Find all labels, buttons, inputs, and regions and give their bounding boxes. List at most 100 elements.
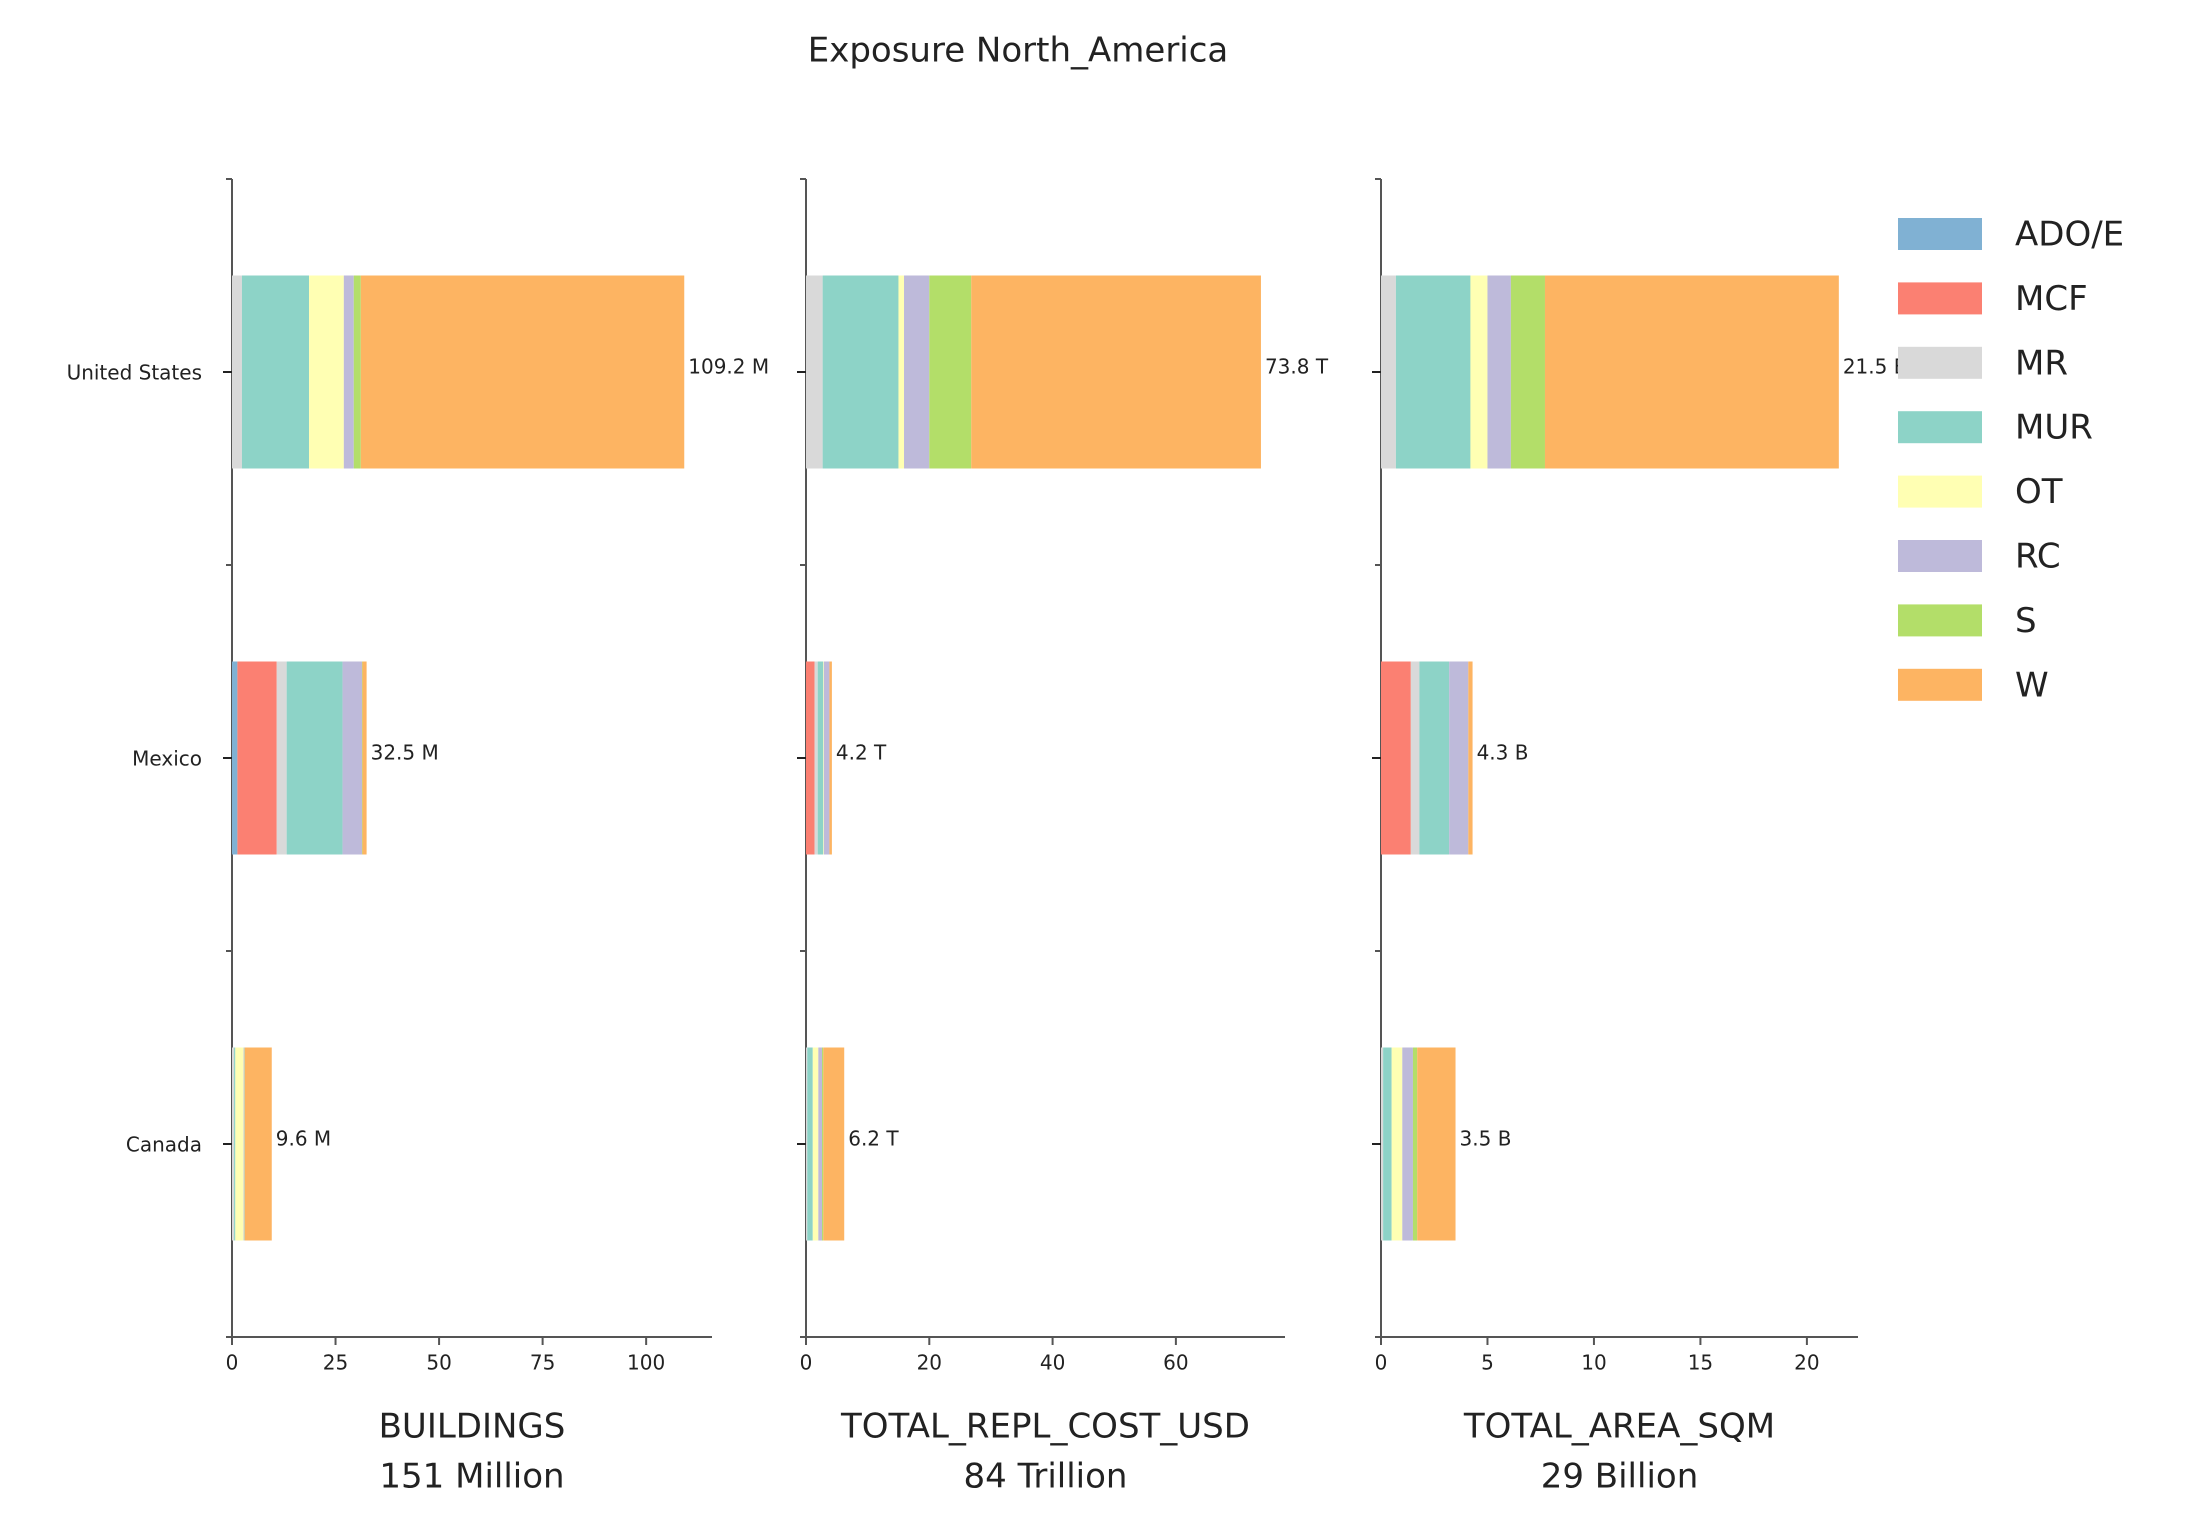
bar-segment: [243, 1047, 245, 1241]
bar-segment: [1412, 1047, 1418, 1241]
total-label: 4.2 T: [836, 741, 887, 765]
bar-segment: [904, 275, 930, 469]
x-tick-label: 0: [1375, 1351, 1388, 1375]
total-label: 73.8 T: [1265, 355, 1329, 379]
x-tick-label: 0: [226, 1351, 239, 1375]
bar-segment: [234, 1047, 236, 1241]
bar-segment: [244, 1047, 272, 1241]
bar-segment: [806, 661, 815, 855]
figure-title: Exposure North_America: [808, 31, 1229, 71]
bar-segment: [814, 661, 818, 855]
bar-segment: [1487, 275, 1511, 469]
legend-label: ADO/E: [2015, 215, 2124, 255]
bar-segment: [237, 661, 277, 855]
bar-segment: [1419, 661, 1450, 855]
legend-label: MR: [2015, 343, 2068, 383]
x-axis-sublabel: 84 Trillion: [964, 1457, 1128, 1497]
x-axis-label: TOTAL_REPL_COST_USD: [840, 1407, 1250, 1447]
bar-segment: [822, 1047, 824, 1241]
bar-segment: [286, 661, 343, 855]
x-tick-label: 15: [1688, 1351, 1713, 1375]
bar-segment: [1402, 1047, 1413, 1241]
x-axis-sublabel: 151 Million: [379, 1457, 564, 1497]
x-tick-label: 20: [917, 1351, 942, 1375]
bar-segment: [822, 275, 899, 469]
legend-swatch: [1898, 668, 1982, 701]
x-tick-label: 0: [800, 1351, 813, 1375]
bar-segment: [1395, 275, 1471, 469]
bar-segment: [362, 661, 367, 855]
total-label: 9.6 M: [276, 1127, 331, 1151]
bar-segment: [241, 275, 310, 469]
bar-segment: [823, 1047, 845, 1241]
bar-segment: [898, 275, 905, 469]
total-label: 109.2 M: [688, 355, 769, 379]
x-axis-sublabel: 29 Billion: [1541, 1457, 1699, 1497]
total-label: 6.2 T: [848, 1127, 899, 1151]
x-tick-label: 5: [1481, 1351, 1494, 1375]
y-tick-label: Mexico: [132, 747, 202, 771]
bar-segment: [1391, 1047, 1403, 1241]
legend-label: MCF: [2015, 279, 2088, 319]
legend-swatch: [1898, 282, 1982, 315]
bar-segment: [829, 661, 832, 855]
legend-label: RC: [2015, 537, 2061, 577]
bar-segment: [360, 275, 685, 469]
total-label: 32.5 M: [371, 741, 439, 765]
legend-swatch: [1898, 604, 1982, 637]
x-tick-label: 25: [323, 1351, 348, 1375]
x-axis-label: TOTAL_AREA_SQM: [1463, 1407, 1775, 1447]
bar-segment: [232, 275, 242, 469]
bar-segment: [1449, 661, 1469, 855]
bar-segment: [812, 1047, 819, 1241]
x-tick-label: 50: [426, 1351, 451, 1375]
bar-segment: [823, 661, 824, 855]
bar-segment: [807, 1047, 813, 1241]
legend-swatch: [1898, 475, 1982, 508]
bar-segment: [1468, 661, 1473, 855]
legend-swatch: [1898, 346, 1982, 379]
bar-segment: [971, 275, 1261, 469]
bar-segment: [806, 1047, 808, 1241]
legend-label: MUR: [2015, 408, 2093, 448]
legend-swatch: [1898, 540, 1982, 572]
bar-segment: [232, 661, 238, 855]
bar-segment: [929, 275, 972, 469]
y-tick-label: United States: [67, 361, 202, 385]
bar-segment: [818, 1047, 823, 1241]
legend-label: S: [2015, 601, 2037, 641]
legend-swatch: [1898, 218, 1982, 250]
total-label: 3.5 B: [1460, 1127, 1512, 1151]
bar-segment: [342, 661, 363, 855]
bar-segment: [1381, 275, 1396, 469]
bar-segment: [1470, 275, 1488, 469]
bar-segment: [1417, 1047, 1456, 1241]
total-label: 4.3 B: [1477, 741, 1529, 765]
x-axis-label: BUILDINGS: [379, 1407, 566, 1447]
bar-segment: [1381, 1047, 1384, 1241]
bar-segment: [817, 661, 824, 855]
bar-segment: [276, 661, 287, 855]
bar-segment: [1510, 275, 1545, 469]
bar-segment: [823, 661, 830, 855]
x-tick-label: 20: [1794, 1351, 1819, 1375]
bar-segment: [309, 275, 344, 469]
bar-segment: [1544, 275, 1839, 469]
y-tick-label: Canada: [126, 1133, 202, 1157]
bar-segment: [806, 275, 823, 469]
bar-segment: [343, 275, 354, 469]
x-tick-label: 10: [1581, 1351, 1606, 1375]
x-tick-label: 100: [627, 1351, 665, 1375]
bar-segment: [232, 1047, 235, 1241]
bar-segment: [1410, 661, 1420, 855]
bar-segment: [235, 1047, 244, 1241]
legend-label: OT: [2015, 472, 2063, 512]
x-tick-label: 40: [1040, 1351, 1065, 1375]
x-tick-label: 60: [1163, 1351, 1188, 1375]
bar-segment: [1383, 1047, 1392, 1241]
legend-label: W: [2015, 665, 2049, 705]
total-label: 21.5 B: [1843, 355, 1908, 379]
bar-segment: [353, 275, 361, 469]
bar-segment: [1381, 661, 1411, 855]
